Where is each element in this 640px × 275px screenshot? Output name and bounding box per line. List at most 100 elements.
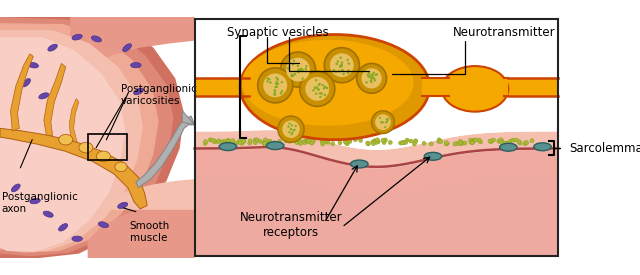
Circle shape [489, 140, 493, 144]
Circle shape [371, 75, 374, 77]
Circle shape [278, 139, 282, 143]
Circle shape [488, 139, 492, 143]
Circle shape [298, 138, 302, 142]
Circle shape [376, 73, 378, 76]
Text: Postganglionic
varicosities: Postganglionic varicosities [121, 84, 197, 106]
Circle shape [387, 118, 389, 120]
Polygon shape [10, 54, 33, 131]
Ellipse shape [219, 143, 237, 150]
Circle shape [341, 69, 344, 72]
Circle shape [401, 141, 404, 145]
Circle shape [346, 59, 349, 61]
Circle shape [380, 122, 382, 123]
Circle shape [348, 69, 349, 72]
Polygon shape [0, 23, 159, 253]
Circle shape [401, 141, 406, 144]
Circle shape [291, 73, 293, 76]
Circle shape [321, 142, 324, 146]
Ellipse shape [351, 160, 368, 168]
Circle shape [474, 138, 478, 142]
Ellipse shape [28, 62, 38, 68]
Circle shape [504, 141, 508, 145]
Circle shape [381, 138, 385, 142]
Ellipse shape [99, 222, 109, 228]
Polygon shape [70, 17, 195, 72]
Circle shape [277, 141, 281, 145]
Circle shape [275, 86, 276, 88]
Circle shape [268, 142, 271, 146]
Circle shape [299, 69, 301, 72]
Circle shape [470, 138, 475, 142]
Circle shape [303, 141, 307, 145]
Circle shape [508, 139, 513, 143]
Ellipse shape [48, 44, 58, 51]
Circle shape [387, 120, 388, 122]
Circle shape [326, 87, 328, 89]
Circle shape [375, 114, 391, 130]
Circle shape [321, 92, 323, 95]
Circle shape [353, 138, 357, 142]
Circle shape [300, 71, 335, 106]
Ellipse shape [534, 143, 551, 151]
Circle shape [306, 139, 310, 144]
Circle shape [369, 80, 372, 82]
Ellipse shape [79, 142, 93, 153]
Circle shape [320, 139, 324, 143]
Circle shape [314, 86, 316, 89]
Circle shape [517, 140, 522, 144]
Circle shape [366, 141, 370, 145]
Circle shape [460, 142, 463, 145]
Polygon shape [0, 17, 173, 256]
Circle shape [437, 138, 441, 142]
Circle shape [305, 77, 329, 101]
Circle shape [511, 138, 515, 142]
Bar [88, 134, 127, 160]
Circle shape [238, 141, 242, 145]
Circle shape [340, 56, 342, 59]
Circle shape [370, 77, 372, 79]
Circle shape [366, 142, 371, 146]
Circle shape [203, 141, 207, 145]
Circle shape [319, 83, 321, 85]
Circle shape [272, 141, 276, 145]
Circle shape [382, 141, 386, 145]
Polygon shape [0, 128, 147, 209]
Circle shape [324, 86, 326, 88]
Circle shape [237, 139, 241, 143]
Circle shape [444, 142, 448, 146]
Circle shape [376, 138, 380, 142]
Circle shape [330, 53, 354, 77]
Circle shape [323, 87, 325, 89]
Circle shape [368, 72, 371, 75]
Circle shape [518, 141, 522, 145]
Circle shape [371, 77, 373, 79]
Text: Postganglionic
axon: Postganglionic axon [2, 192, 77, 214]
Circle shape [274, 91, 276, 94]
Circle shape [370, 78, 372, 80]
Ellipse shape [97, 151, 111, 162]
Ellipse shape [12, 184, 20, 192]
Polygon shape [69, 98, 79, 142]
Circle shape [374, 73, 377, 76]
Circle shape [267, 140, 271, 144]
Circle shape [356, 64, 387, 93]
Circle shape [458, 139, 463, 143]
Ellipse shape [242, 40, 413, 126]
Circle shape [297, 69, 300, 72]
Polygon shape [508, 78, 558, 96]
Circle shape [374, 79, 376, 81]
Circle shape [276, 82, 279, 85]
Circle shape [294, 125, 297, 127]
Circle shape [344, 140, 348, 144]
Circle shape [253, 141, 257, 145]
Circle shape [212, 139, 216, 143]
Circle shape [315, 79, 317, 81]
Polygon shape [0, 17, 184, 258]
Circle shape [342, 73, 345, 75]
Circle shape [341, 69, 344, 72]
Circle shape [312, 89, 315, 92]
Circle shape [384, 126, 387, 128]
Circle shape [380, 121, 383, 123]
Circle shape [312, 139, 316, 143]
Circle shape [294, 129, 296, 131]
